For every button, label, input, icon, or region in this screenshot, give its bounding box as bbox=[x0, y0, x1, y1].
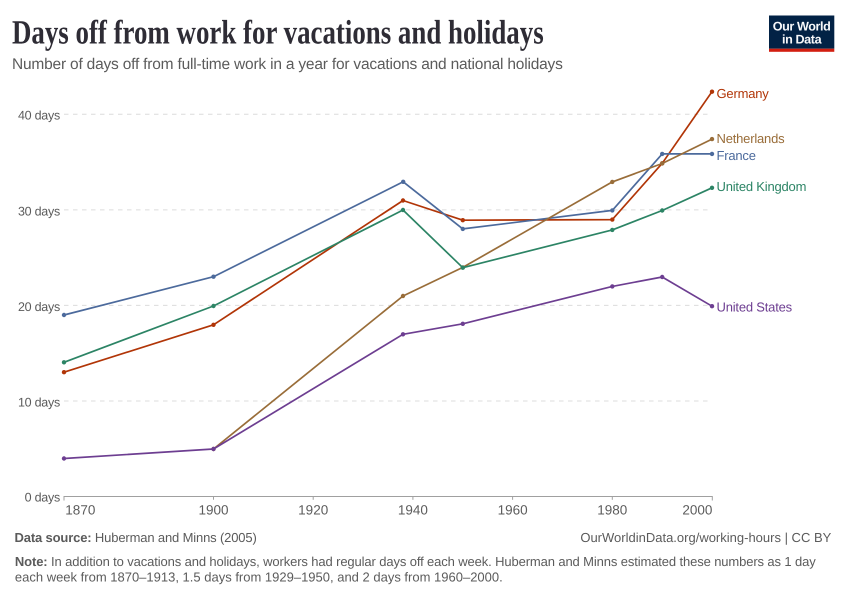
svg-text:1960: 1960 bbox=[498, 503, 528, 518]
svg-text:Our World: Our World bbox=[773, 20, 831, 34]
svg-text:Data source: Huberman and Minn: Data source: Huberman and Minns (2005) bbox=[15, 530, 257, 545]
svg-text:1900: 1900 bbox=[198, 503, 228, 518]
svg-text:in Data: in Data bbox=[782, 32, 823, 46]
svg-text:1870: 1870 bbox=[65, 503, 95, 518]
svg-text:1940: 1940 bbox=[398, 503, 428, 518]
svg-text:30 days: 30 days bbox=[18, 204, 60, 218]
svg-text:Netherlands: Netherlands bbox=[717, 131, 786, 146]
svg-text:each week from 1870–1913, 1.5: each week from 1870–1913, 1.5 days from … bbox=[15, 570, 503, 585]
svg-text:Germany: Germany bbox=[717, 86, 770, 101]
svg-text:0 days: 0 days bbox=[25, 491, 60, 505]
svg-text:United Kingdom: United Kingdom bbox=[717, 179, 807, 194]
svg-text:10 days: 10 days bbox=[18, 395, 60, 409]
svg-text:40 days: 40 days bbox=[18, 109, 60, 123]
svg-text:Number of days off from full-t: Number of days off from full-time work i… bbox=[12, 56, 563, 73]
svg-text:France: France bbox=[717, 148, 756, 163]
svg-text:OurWorldinData.org/working-hou: OurWorldinData.org/working-hours | CC BY bbox=[580, 530, 831, 545]
svg-text:Days off from work for vacatio: Days off from work for vacations and hol… bbox=[12, 15, 544, 52]
svg-text:Note: In addition to vacations: Note: In addition to vacations and holid… bbox=[15, 554, 816, 569]
svg-text:1980: 1980 bbox=[597, 503, 627, 518]
svg-text:2000: 2000 bbox=[682, 503, 712, 518]
svg-text:United States: United States bbox=[717, 299, 793, 314]
svg-text:20 days: 20 days bbox=[18, 300, 60, 314]
svg-text:1920: 1920 bbox=[298, 503, 328, 518]
